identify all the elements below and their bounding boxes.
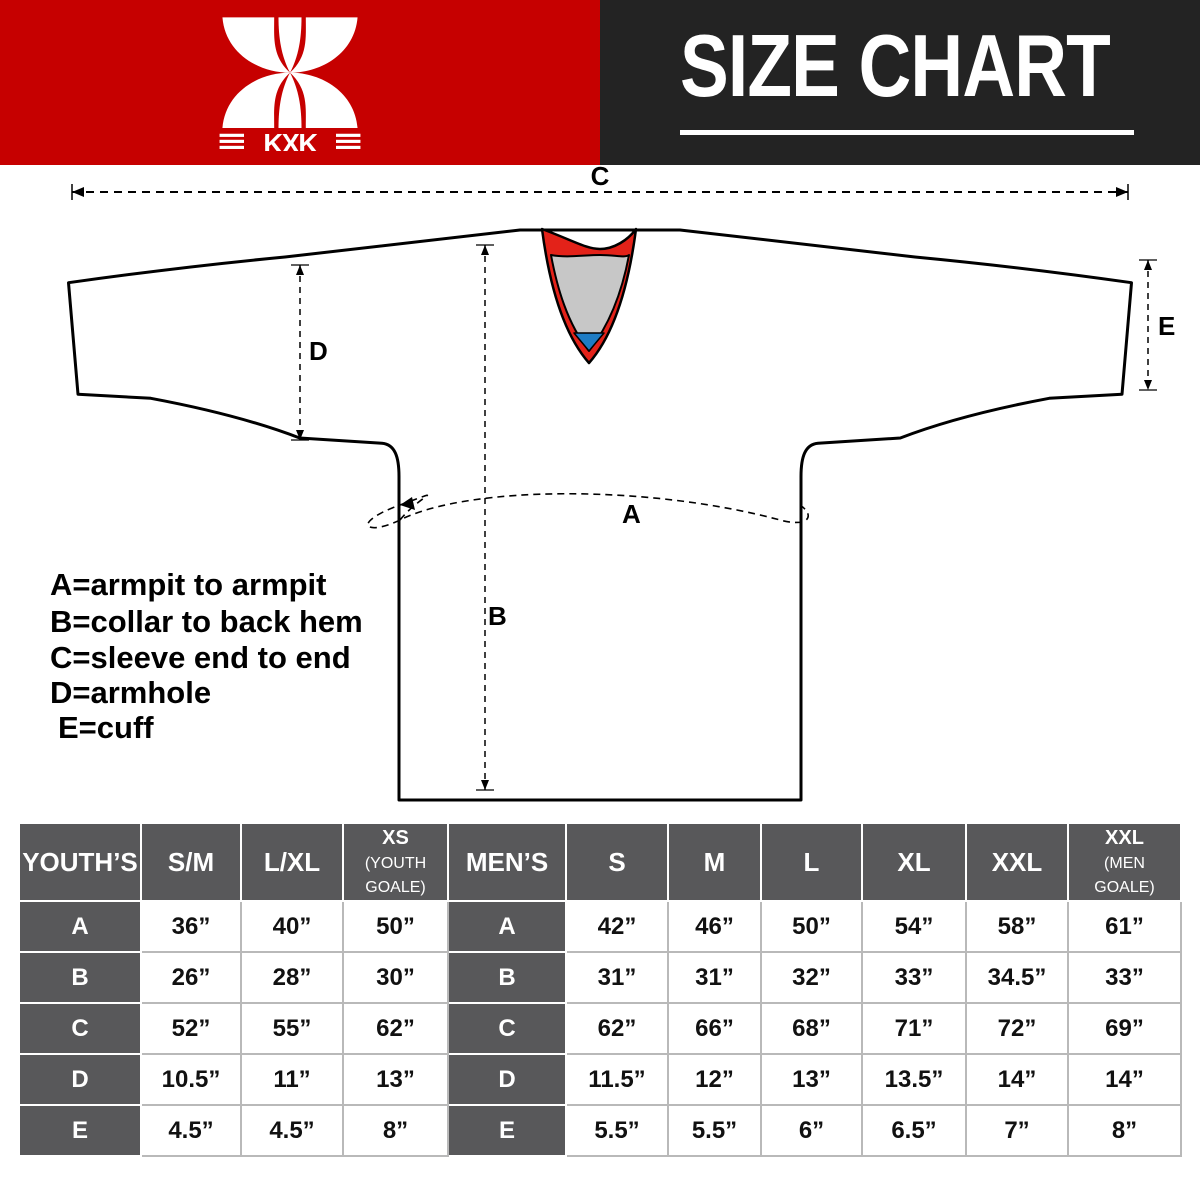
svg-text:B: B (488, 601, 507, 631)
svg-text:KXK: KXK (263, 128, 318, 151)
svg-text:D: D (309, 336, 328, 366)
svg-text:D=armhole: D=armhole (50, 675, 211, 710)
svg-text:B=collar to back hem: B=collar to back hem (50, 604, 363, 639)
svg-text:A=armpit to armpit: A=armpit to armpit (50, 567, 326, 602)
svg-text:E: E (1158, 311, 1175, 341)
svg-text:A: A (622, 499, 641, 529)
svg-text:E=cuff: E=cuff (58, 710, 154, 745)
svg-text:C: C (591, 165, 610, 191)
svg-text:C=sleeve end to end: C=sleeve end to end (50, 640, 351, 675)
